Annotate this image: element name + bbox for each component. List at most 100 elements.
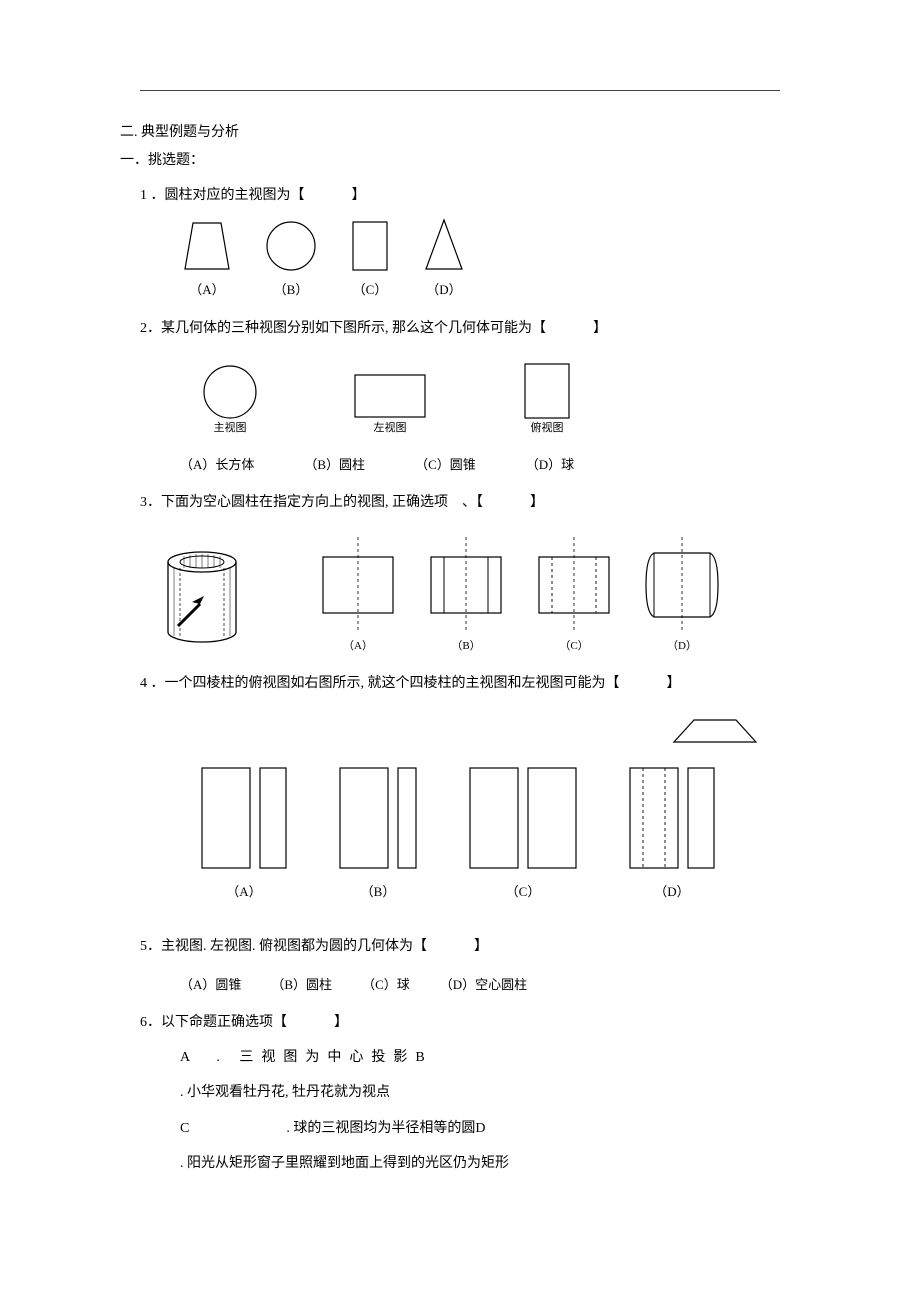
question-6: 6．以下命题正确选项【 】 A . 三视图为中心投影B . 小华观看牡丹花, 牡… bbox=[140, 1010, 800, 1176]
q6-opt-c: C . 球的三视图均为半径相等的圆D bbox=[180, 1116, 800, 1141]
q5-options: （A）圆锥 （B）圆柱 （C）球 （D）空心圆柱 bbox=[180, 973, 800, 996]
q1-opt-a-label: （A） bbox=[189, 278, 224, 301]
q2-text: 2．某几何体的三种视图分别如下图所示, 那么这个几何体可能为【 】 bbox=[140, 316, 800, 341]
q6-opt-d: . 阳光从矩形窗子里照耀到地面上得到的光区仍为矩形 bbox=[180, 1151, 800, 1176]
rectangle-icon bbox=[396, 766, 418, 870]
q1-opt-c-label: （C） bbox=[353, 278, 388, 301]
top-rule bbox=[140, 90, 780, 91]
q1-end: 】 bbox=[352, 188, 366, 203]
q4-given-figure bbox=[140, 716, 760, 746]
rectangle-icon bbox=[338, 766, 390, 870]
q4-text: 4 ．一个四棱柱的俯视图如右图所示, 就这个四棱柱的主视图和左视图可能为【 】 bbox=[140, 671, 800, 696]
rectangle-icon bbox=[520, 361, 574, 421]
q1-options: （A） （B） （C） （D） bbox=[180, 218, 800, 301]
q2-view-left: 左视图 bbox=[350, 371, 430, 439]
q3-opt-c: （C） bbox=[530, 535, 618, 657]
q4-opt-b-pair bbox=[338, 766, 418, 870]
q6-opt-a: A . 三视图为中心投影B bbox=[180, 1045, 800, 1070]
trapezoid-icon bbox=[180, 220, 234, 272]
q2-view-front-label: 主视图 bbox=[214, 419, 247, 439]
q2-opt-c: （C）圆锥 bbox=[415, 453, 476, 476]
q3-opt-a: （A） bbox=[314, 535, 402, 657]
rectangle-icon bbox=[350, 371, 430, 421]
rectangle-icon bbox=[348, 220, 392, 272]
q2-opt-b: （B）圆柱 bbox=[304, 453, 365, 476]
rectangle-icon bbox=[468, 766, 520, 870]
q6-text: 6．以下命题正确选项【 】 bbox=[140, 1010, 800, 1035]
q1-opt-c: （C） bbox=[348, 220, 392, 301]
q1-opt-b: （B） bbox=[264, 220, 318, 301]
rectangle-icon bbox=[258, 766, 288, 870]
q3-opt-c-label: （C） bbox=[559, 637, 588, 657]
q3-opt-b: （B） bbox=[422, 535, 510, 657]
hollow-cylinder-icon bbox=[160, 548, 244, 648]
q4-opt-d-label: （D） bbox=[654, 880, 689, 903]
q4-opt-c-pair bbox=[468, 766, 578, 870]
page: 二. 典型例题与分析 一．挑选题： 1 ．圆柱对应的主视图为【 】 （A） （B… bbox=[0, 0, 920, 1246]
question-3: 3．下面为空心圆柱在指定方向上的视图, 正确选项 、【 】 bbox=[140, 490, 800, 657]
q6-opt-a-text: . 三视图为中心投影B bbox=[216, 1050, 432, 1065]
q1-opt-d: （D） bbox=[422, 218, 466, 301]
triangle-icon bbox=[422, 218, 466, 272]
q6-opt-a-pre: A bbox=[180, 1050, 189, 1065]
q1-opt-b-label: （B） bbox=[274, 278, 309, 301]
q3-text: 3．下面为空心圆柱在指定方向上的视图, 正确选项 、【 】 bbox=[140, 490, 800, 515]
q3-opt-b-label: （B） bbox=[451, 637, 480, 657]
q5-end: 】 bbox=[474, 939, 488, 954]
q4-opt-d-pair bbox=[628, 766, 716, 870]
rectangle-icon bbox=[526, 766, 578, 870]
q4-opt-d: （D） bbox=[628, 766, 716, 903]
q2-view-top-label: 俯视图 bbox=[531, 419, 564, 439]
q2-view-front: 主视图 bbox=[200, 363, 260, 439]
q2-options: （A）长方体 （B）圆柱 （C）圆锥 （D）球 bbox=[180, 453, 800, 476]
q3-end: 】 bbox=[530, 495, 544, 510]
q1-opt-a: （A） bbox=[180, 220, 234, 301]
q6-stem: 6．以下命题正确选项【 bbox=[140, 1015, 287, 1030]
q5-opt-b: （B）圆柱 bbox=[271, 973, 332, 996]
question-4: 4 ．一个四棱柱的俯视图如右图所示, 就这个四棱柱的主视图和左视图可能为【 】 … bbox=[140, 671, 800, 904]
q3-view-d-icon bbox=[638, 535, 726, 635]
q2-view-left-label: 左视图 bbox=[374, 419, 407, 439]
q1-stem: 1 ．圆柱对应的主视图为【 bbox=[140, 188, 305, 203]
q3-view-b-icon bbox=[422, 535, 510, 635]
q2-stem: 2．某几何体的三种视图分别如下图所示, 那么这个几何体可能为【 bbox=[140, 321, 546, 336]
rectangle-dashed-icon bbox=[628, 766, 680, 870]
q3-opt-d-label: （D） bbox=[667, 637, 697, 657]
q2-views: 主视图 左视图 俯视图 bbox=[200, 361, 800, 439]
q5-opt-a: （A）圆锥 bbox=[180, 973, 241, 996]
q3-opt-d: （D） bbox=[638, 535, 726, 657]
q1-opt-d-label: （D） bbox=[426, 278, 461, 301]
q1-text: 1 ．圆柱对应的主视图为【 】 bbox=[140, 183, 800, 208]
q4-opt-a-pair bbox=[200, 766, 288, 870]
circle-icon bbox=[200, 363, 260, 421]
q3-cylinder bbox=[160, 548, 244, 657]
arrow-icon bbox=[178, 596, 204, 626]
question-5: 5．主视图. 左视图. 俯视图都为圆的几何体为【 】 （A）圆锥 （B）圆柱 （… bbox=[140, 934, 800, 997]
q5-text: 5．主视图. 左视图. 俯视图都为圆的几何体为【 】 bbox=[140, 934, 800, 959]
q4-options: （A） （B） bbox=[200, 766, 800, 903]
q2-opt-d: （D）球 bbox=[526, 453, 574, 476]
q4-opt-a: （A） bbox=[200, 766, 288, 903]
q3-figures: （A） （B） （C） bbox=[160, 535, 800, 657]
q3-view-a-icon bbox=[314, 535, 402, 635]
q6-opt-b: . 小华观看牡丹花, 牡丹花就为视点 bbox=[180, 1080, 800, 1105]
question-2: 2．某几何体的三种视图分别如下图所示, 那么这个几何体可能为【 】 主视图 左视… bbox=[140, 316, 800, 476]
q5-opt-d: （D）空心圆柱 bbox=[440, 973, 527, 996]
q4-stem: 4 ．一个四棱柱的俯视图如右图所示, 就这个四棱柱的主视图和左视图可能为【 bbox=[140, 676, 620, 691]
q3-opt-a-label: （A） bbox=[343, 637, 373, 657]
rectangle-icon bbox=[686, 766, 716, 870]
rectangle-icon bbox=[200, 766, 252, 870]
q3-view-c-icon bbox=[530, 535, 618, 635]
q2-opt-a: （A）长方体 bbox=[180, 453, 254, 476]
q3-stem: 3．下面为空心圆柱在指定方向上的视图, 正确选项 、【 bbox=[140, 495, 483, 510]
q5-stem: 5．主视图. 左视图. 俯视图都为圆的几何体为【 bbox=[140, 939, 427, 954]
q4-end: 】 bbox=[667, 676, 681, 691]
question-1: 1 ．圆柱对应的主视图为【 】 （A） （B） （C） bbox=[140, 183, 800, 302]
q4-opt-b-label: （B） bbox=[361, 880, 396, 903]
q4-opt-a-label: （A） bbox=[226, 880, 261, 903]
q2-view-top: 俯视图 bbox=[520, 361, 574, 439]
q4-opt-b: （B） bbox=[338, 766, 418, 903]
q6-end: 】 bbox=[334, 1015, 348, 1030]
circle-icon bbox=[264, 220, 318, 272]
q2-end: 】 bbox=[593, 321, 607, 336]
